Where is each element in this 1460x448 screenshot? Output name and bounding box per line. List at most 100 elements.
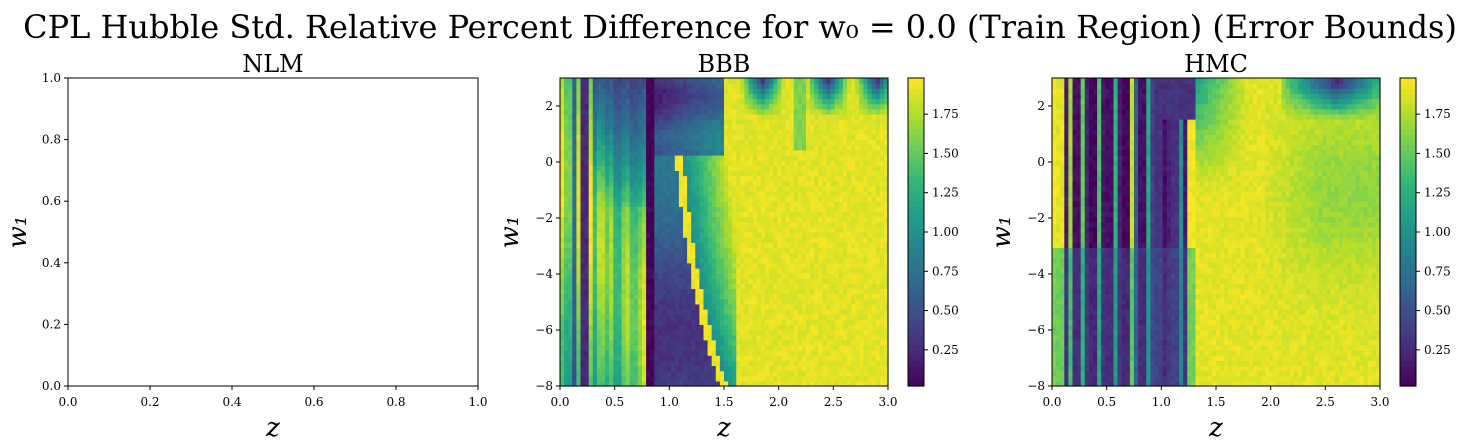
- heatmap-cell: [719, 283, 725, 290]
- heatmap-cell: [703, 144, 709, 151]
- heatmap-cell: [773, 252, 778, 259]
- heatmap-cell: [572, 309, 577, 315]
- heatmap-cell: [695, 380, 700, 387]
- heatmap-cell: [691, 324, 696, 331]
- heatmap-cell: [683, 232, 688, 238]
- heatmap-cell: [576, 267, 582, 274]
- heatmap-cell: [732, 350, 737, 356]
- heatmap-cell: [588, 278, 594, 284]
- heatmap-cell: [756, 119, 762, 125]
- heatmap-cell: [1052, 293, 1057, 300]
- heatmap-cell: [785, 334, 791, 341]
- heatmap-cell: [793, 221, 799, 228]
- heatmap-cell: [560, 160, 565, 166]
- heatmap-cell: [662, 190, 668, 197]
- heatmap-cell: [719, 78, 725, 84]
- heatmap-cell: [756, 201, 762, 207]
- heatmap-cell: [564, 350, 569, 356]
- heatmap-cell: [728, 226, 733, 233]
- heatmap-cell: [592, 380, 598, 387]
- heatmap-cell: [781, 226, 787, 233]
- heatmap-cell: [867, 278, 873, 284]
- heatmap-cell: [601, 283, 606, 290]
- heatmap-cell: [596, 365, 602, 372]
- heatmap-cell: [793, 134, 799, 141]
- heatmap-cell: [560, 155, 565, 161]
- heatmap-cell: [847, 370, 852, 377]
- heatmap-cell: [728, 221, 733, 228]
- heatmap-cell: [588, 252, 594, 259]
- heatmap-cell: [822, 319, 828, 325]
- heatmap-cell: [806, 370, 811, 377]
- heatmap-cell: [724, 103, 729, 110]
- heatmap-cell: [613, 344, 618, 351]
- heatmap-cell: [560, 113, 565, 120]
- heatmap-cell: [834, 206, 840, 213]
- heatmap-cell: [613, 160, 618, 166]
- heatmap-cell: [756, 365, 762, 372]
- heatmap-cell: [838, 314, 844, 320]
- heatmap-cell: [691, 262, 696, 269]
- heatmap-cell: [613, 273, 618, 279]
- heatmap-cell: [740, 88, 746, 94]
- heatmap-cell: [629, 365, 635, 372]
- heatmap-cell: [625, 196, 631, 202]
- heatmap-cell: [842, 237, 848, 243]
- heatmap-cell: [699, 119, 705, 125]
- heatmap-cell: [687, 216, 692, 223]
- heatmap-cell: [576, 237, 582, 243]
- heatmap-cell: [855, 247, 860, 254]
- colorbar-segment: [908, 170, 924, 177]
- heatmap-cell: [806, 262, 811, 269]
- heatmap-cell: [711, 350, 717, 356]
- heatmap-cell: [847, 232, 852, 238]
- heatmap-cell: [715, 98, 721, 105]
- heatmap-cell: [736, 185, 741, 192]
- heatmap-cell: [580, 119, 586, 125]
- heatmap-cell: [572, 149, 577, 156]
- heatmap-cell: [797, 88, 803, 94]
- heatmap-cell: [736, 103, 741, 110]
- heatmap-cell: [658, 360, 664, 367]
- heatmap-cell: [584, 273, 590, 279]
- heatmap-cell: [806, 78, 811, 84]
- heatmap-cell: [879, 283, 885, 290]
- heatmap-cell: [715, 242, 721, 248]
- heatmap-cell: [1052, 155, 1057, 161]
- heatmap-cell: [568, 155, 573, 161]
- heatmap-cell: [719, 149, 725, 156]
- heatmap-cell: [715, 314, 721, 320]
- heatmap-cell: [678, 283, 684, 290]
- heatmap-cell: [826, 267, 832, 274]
- heatmap-cell: [707, 267, 713, 274]
- heatmap-cell: [707, 129, 713, 136]
- heatmap-cell: [662, 252, 668, 259]
- heatmap-cell: [609, 324, 614, 331]
- heatmap-cell: [707, 185, 713, 192]
- heatmap-cell: [711, 334, 717, 341]
- heatmap-cell: [609, 93, 614, 100]
- heatmap-cell: [666, 360, 672, 367]
- heatmap-cell: [683, 262, 688, 269]
- heatmap-cell: [834, 134, 840, 141]
- heatmap-cell: [797, 334, 803, 341]
- heatmap-cell: [875, 232, 881, 238]
- heatmap-cell: [642, 119, 647, 125]
- heatmap-cell: [584, 278, 590, 284]
- heatmap-cell: [568, 196, 573, 202]
- heatmap-cell: [724, 226, 729, 233]
- heatmap-cell: [605, 129, 610, 136]
- heatmap-cell: [773, 155, 778, 161]
- heatmap-cell: [859, 334, 864, 341]
- heatmap-cell: [822, 303, 828, 310]
- heatmap-cell: [650, 303, 655, 310]
- heatmap-cell: [662, 278, 668, 284]
- heatmap-cell: [621, 360, 627, 367]
- colorbar-tick-label: 0.50: [932, 304, 959, 318]
- heatmap-cell: [560, 257, 565, 264]
- heatmap-cell: [576, 216, 582, 223]
- heatmap-cell: [806, 288, 811, 295]
- heatmap-cell: [834, 201, 840, 207]
- heatmap-cell: [625, 175, 631, 182]
- heatmap-cell: [855, 139, 860, 146]
